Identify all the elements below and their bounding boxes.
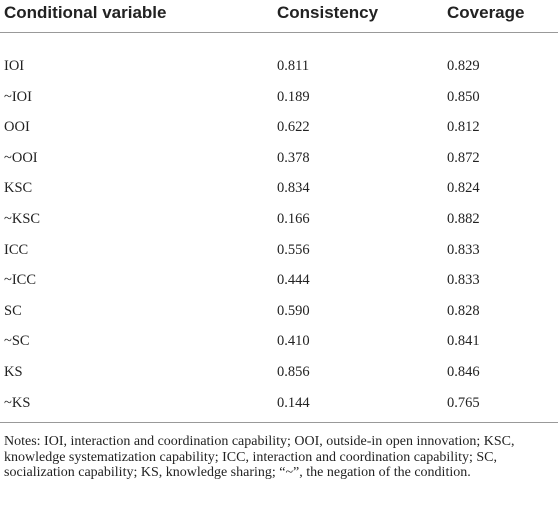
cell-value: 0.872 xyxy=(447,149,480,166)
row-label: ~KSC xyxy=(4,211,41,227)
cell-value: 0.410 xyxy=(277,333,310,350)
cell-value: 0.856 xyxy=(277,364,310,380)
column-header: Coverage xyxy=(447,3,525,22)
table-notes: Notes: IOI, interaction and coordination… xyxy=(4,434,515,480)
cell-value: 0.811 xyxy=(277,58,310,74)
cell-value: 0.841 xyxy=(447,333,480,350)
cell-value: 0.590 xyxy=(277,302,310,319)
cell-value: 0.846 xyxy=(447,364,480,380)
cell-value: 0.812 xyxy=(447,119,480,136)
row-label: ~SC xyxy=(4,333,30,350)
row-label: IOI xyxy=(4,58,25,74)
cell-value: 0.444 xyxy=(277,272,310,289)
cell-value: 0.765 xyxy=(447,394,480,411)
cell-value: 0.144 xyxy=(277,394,310,411)
row-label: OOI xyxy=(4,119,30,136)
row-label: KS xyxy=(4,364,23,380)
cell-value: 0.834 xyxy=(277,180,310,197)
cell-value: 0.828 xyxy=(447,302,480,319)
cell-value: 0.622 xyxy=(277,119,310,136)
header-rule xyxy=(0,32,558,33)
cell-value: 0.829 xyxy=(447,58,480,74)
cell-value: 0.556 xyxy=(277,241,310,258)
row-label: ~IOI xyxy=(4,88,32,105)
cell-value: 0.850 xyxy=(447,88,480,105)
cell-value: 0.166 xyxy=(277,211,310,227)
cell-value: 0.833 xyxy=(447,241,480,258)
row-label: ~OOI xyxy=(4,149,38,166)
cell-value: 0.378 xyxy=(277,149,310,166)
cell-value: 0.189 xyxy=(277,88,310,105)
cell-value: 0.882 xyxy=(447,211,480,227)
row-label: KSC xyxy=(4,180,33,197)
row-label: SC xyxy=(4,302,22,319)
column-header: Consistency xyxy=(277,3,379,22)
cell-value: 0.833 xyxy=(447,272,480,289)
cell-value: 0.824 xyxy=(447,180,480,197)
row-label: ICC xyxy=(4,241,29,258)
row-label: ~KS xyxy=(4,394,31,411)
column-header: Conditional variable xyxy=(4,3,167,22)
bottom-rule xyxy=(0,422,558,423)
row-label: ~ICC xyxy=(4,272,37,289)
